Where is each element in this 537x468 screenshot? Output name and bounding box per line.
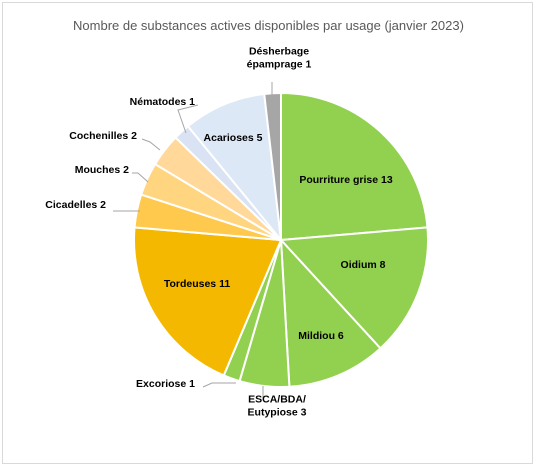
chart-title: Nombre de substances actives disponibles… [73, 18, 464, 33]
pie-slice [186, 92, 283, 244]
slice-label-line: Eutypiose 3 [248, 407, 307, 419]
slice-label-line: épamprage 1 [247, 59, 312, 71]
slice-label: Désherbage épamprage 1 [247, 46, 312, 71]
label-leader-line [202, 382, 236, 388]
pie-slice [278, 226, 429, 350]
slice-label-line: Désherbage [249, 46, 309, 58]
slice-label: Mouches 2 [75, 164, 129, 176]
label-leader-line [141, 138, 161, 151]
label-leader-line [132, 172, 149, 183]
slice-label: Acarioses 5 [204, 132, 263, 144]
pie-slice [280, 91, 429, 242]
label-leader-line [177, 104, 199, 134]
slice-label-line: Acarioses 5 [204, 132, 263, 144]
pie-slice [133, 226, 283, 377]
slice-label-line: Cochenilles 2 [69, 130, 137, 142]
pie-slice [263, 91, 282, 241]
slice-label: Cicadelles 2 [45, 199, 106, 211]
slice-label: Excoriose 1 [136, 378, 195, 390]
slice-label-line: Excoriose 1 [136, 378, 195, 390]
slice-label-line: Tordeuses 11 [164, 278, 230, 290]
slice-label-line: ESCA/BDA/ [248, 394, 306, 406]
slice-label: Pourriture grise 13 [299, 174, 393, 186]
slice-label-line: Nématodes 1 [130, 96, 196, 108]
slice-label: Mildiou 6 [298, 330, 344, 342]
pie-slice [279, 237, 382, 388]
slice-label: Nématodes 1 [130, 96, 196, 108]
slice-label-line: Cicadelles 2 [45, 199, 106, 211]
slice-label-line: Mildiou 6 [298, 330, 344, 342]
slice-label: Cochenilles 2 [69, 130, 137, 142]
slice-label: Oidium 8 [341, 259, 386, 271]
slice-label-line: Oidium 8 [341, 259, 386, 271]
slice-label-line: Pourriture grise 13 [299, 174, 393, 186]
slice-label-line: Mouches 2 [75, 164, 129, 176]
slice-label: Tordeuses 11 [164, 278, 230, 290]
slice-label: ESCA/BDA/Eutypiose 3 [248, 394, 307, 419]
